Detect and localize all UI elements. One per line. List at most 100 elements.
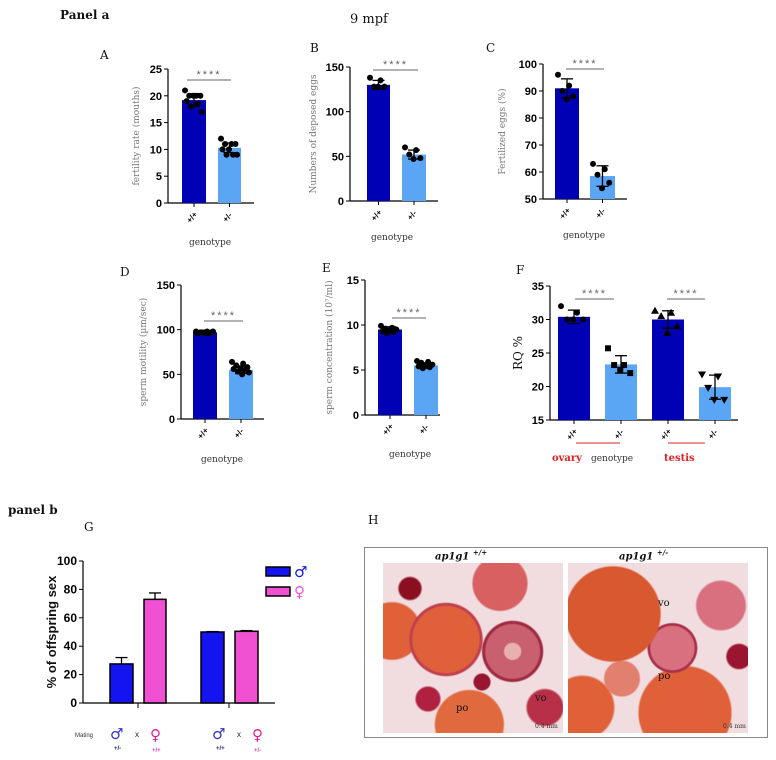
chart-F-data-point xyxy=(663,328,672,336)
chart-A-data-point xyxy=(234,151,241,158)
chart-G-ytick-label: 100 xyxy=(57,554,77,568)
chart-D-ylabel: sperm motility (µm/sec) xyxy=(138,298,149,407)
chart-B-xtick-label: +/- xyxy=(406,209,419,222)
chart-F-data-point xyxy=(657,312,666,320)
chart-C-data-point xyxy=(559,88,566,94)
chart-B-data-point xyxy=(402,144,408,151)
chart-E-ytick-label: 15 xyxy=(347,275,359,287)
chart-G-male-genotype: +/- xyxy=(114,746,121,752)
chart-E-ytick-label: 0 xyxy=(353,410,359,422)
chart-B-data-point xyxy=(413,147,420,154)
chart-D-xlabel: genotype xyxy=(201,455,243,465)
chart-A-data-point xyxy=(222,141,229,148)
chart-C-data-point xyxy=(601,166,608,173)
chart-G-ytick-label: 20 xyxy=(64,668,78,682)
chart-F-xlabel: genotype xyxy=(591,454,633,464)
label-D: D xyxy=(120,265,130,279)
chart-F-data-point xyxy=(580,316,587,323)
chart-C-data-point xyxy=(563,96,570,103)
chart-F-ytick-label: 35 xyxy=(532,281,544,293)
chart-F-ylabel: RQ % xyxy=(511,336,525,370)
female-symbol-icon: ♀ xyxy=(150,726,161,744)
chart-F-data-point xyxy=(617,366,624,373)
label-F: F xyxy=(516,263,525,277)
chart-A-bar xyxy=(182,100,206,203)
chart-D-ytick-label: 0 xyxy=(169,414,175,426)
chart-C-data-point xyxy=(598,185,605,192)
chart-F-data-point xyxy=(564,316,571,323)
chart-E-data-point xyxy=(390,329,397,336)
male-symbol-icon: ♂ xyxy=(212,725,225,743)
chart-F-group-testis: testis xyxy=(664,453,695,464)
chart-A-data-point xyxy=(198,108,205,115)
chart-B-ytick-label: 0 xyxy=(338,196,344,208)
chart-C-xlabel: genotype xyxy=(563,231,605,241)
chart-C-xtick-label: +/- xyxy=(594,207,607,220)
chart-G-female-genotype: +/+ xyxy=(152,748,161,754)
female-symbol-icon: ♀ xyxy=(252,726,263,744)
chart-G-legend-swatch xyxy=(265,586,291,597)
histology-right-title: ap1g1 +/- xyxy=(619,548,669,563)
chart-B-data-point xyxy=(377,77,384,84)
chart-A-xtick-label: +/- xyxy=(221,211,234,224)
chart-F-xtick-label: +/+ xyxy=(659,427,674,442)
chart-F-data-point xyxy=(698,371,706,379)
chart-D-data-point xyxy=(245,369,252,376)
label-G: G xyxy=(84,520,94,534)
chart-G-legend-label: ♂ xyxy=(294,563,307,581)
chart-C-ytick-label: 70 xyxy=(525,140,537,152)
chart-B-significance-label: **** xyxy=(383,59,408,71)
chart-G-ytick-label: 80 xyxy=(64,582,78,596)
chart-C-xtick-label: +/+ xyxy=(558,206,573,221)
chart-D-data-point xyxy=(203,330,210,337)
panel-a-subtitle: 9 mpf xyxy=(350,12,388,27)
chart-E-data-point xyxy=(426,364,433,371)
chart-F-ytick-label: 30 xyxy=(532,315,544,327)
chart-B-data-point xyxy=(375,83,382,90)
chart-D-bar xyxy=(229,369,253,419)
scale-bar: 0.4 mm xyxy=(535,723,558,730)
chart-A-data-point xyxy=(197,92,204,99)
chart-F-significance-label: **** xyxy=(582,288,607,300)
chart-A-data-point xyxy=(218,135,224,142)
chart-G-bar xyxy=(109,663,134,704)
chart-B-ytick-label: 100 xyxy=(326,107,344,119)
chart-D-ytick-label: 100 xyxy=(157,325,175,337)
chart-F-bar xyxy=(652,319,684,420)
chart-B-data-point xyxy=(406,151,413,158)
chart-A-ylabel: fertility rate (mouths) xyxy=(131,86,142,185)
chart-G-legend-swatch xyxy=(265,566,291,577)
chart-F-data-point xyxy=(621,362,628,369)
chart-A-significance-label: **** xyxy=(196,69,221,81)
chart-G-ytick-label: 40 xyxy=(64,639,78,653)
chart-A-xtick-label: +/+ xyxy=(185,210,200,225)
chart-F-data-point xyxy=(611,362,618,369)
panel-a-title: Panel a xyxy=(60,8,110,22)
chart-C-ytick-label: 100 xyxy=(519,59,537,71)
chart-F-ytick-label: 20 xyxy=(532,382,544,394)
chart-G-ytick-label: 0 xyxy=(70,696,77,710)
chart-E-ytick-label: 5 xyxy=(353,365,359,377)
chart-B-data-point xyxy=(417,155,424,162)
chart-C-data-point xyxy=(594,171,601,178)
chart-E-xtick-label: +/- xyxy=(418,423,431,436)
chart-C-significance-label: **** xyxy=(572,58,597,70)
chart-G-bar xyxy=(234,630,259,704)
chart-B-ylabel: Numbers of deposed eggs xyxy=(309,74,319,193)
chart-C-ytick-label: 80 xyxy=(525,113,537,125)
chart-G-bar xyxy=(143,598,167,704)
chart-D-ytick-label: 150 xyxy=(157,280,175,292)
chart-A-data-point xyxy=(186,92,193,99)
chart-B-data-point xyxy=(367,74,373,81)
histology-image-het: vo po 0.4 mm xyxy=(568,563,748,733)
chart-D-data-point xyxy=(240,360,247,367)
chart-G-female-genotype: +/- xyxy=(254,748,261,754)
cross-symbol: x xyxy=(237,730,241,739)
chart-B-bar xyxy=(402,154,426,201)
label-vo: vo xyxy=(535,693,547,704)
chart-A-xlabel: genotype xyxy=(189,238,231,248)
chart-G-male-genotype: +/+ xyxy=(216,746,225,752)
chart-A-bar xyxy=(218,147,241,203)
chart-E-xlabel: genotype xyxy=(389,450,431,460)
chart-F-data-point xyxy=(667,308,676,316)
